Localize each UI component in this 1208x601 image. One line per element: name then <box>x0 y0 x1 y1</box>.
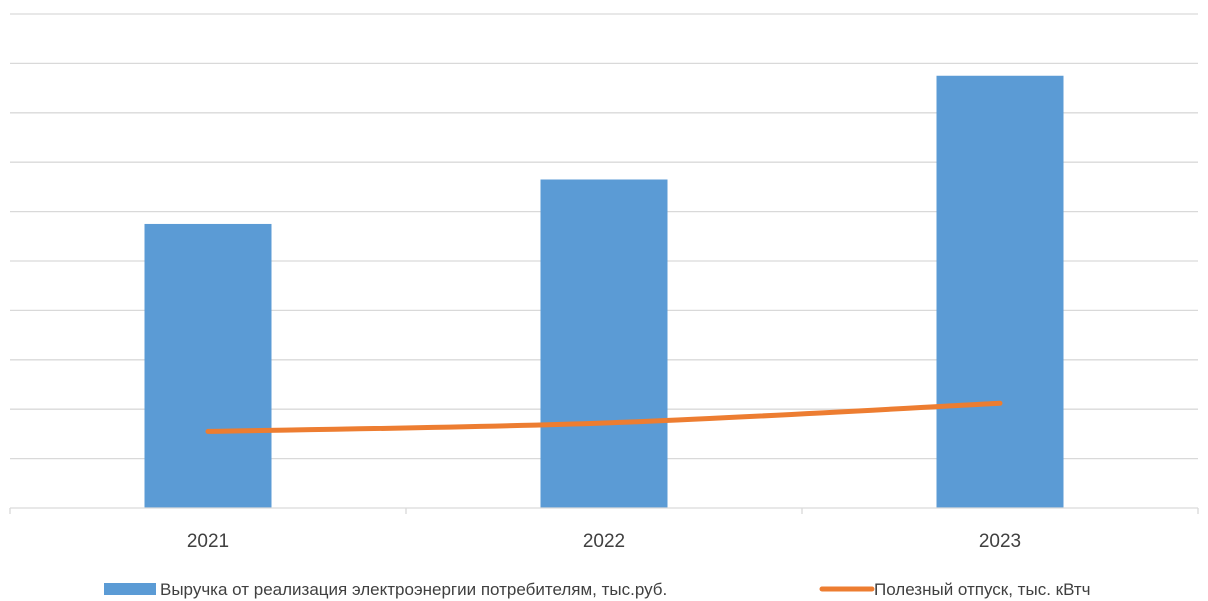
bar-2023 <box>936 75 1064 508</box>
x-tick-labels: 2021 2022 2023 <box>187 531 1021 552</box>
legend-label-line: Полезный отпуск, тыс. кВтч <box>874 580 1091 599</box>
x-axis <box>9 507 1199 514</box>
line-series <box>205 400 1003 434</box>
x-tick-label: 2023 <box>979 531 1021 552</box>
legend-swatch-bar <box>104 583 156 595</box>
legend-label-bar: Выручка от реализация электроэнергии пот… <box>160 580 667 599</box>
bar-series <box>144 75 1064 509</box>
legend: Выручка от реализация электроэнергии пот… <box>104 580 1091 599</box>
bar-2022 <box>540 179 668 509</box>
x-tick-label: 2021 <box>187 531 229 552</box>
x-tick-label: 2022 <box>583 531 625 552</box>
bar-2021 <box>144 223 272 508</box>
